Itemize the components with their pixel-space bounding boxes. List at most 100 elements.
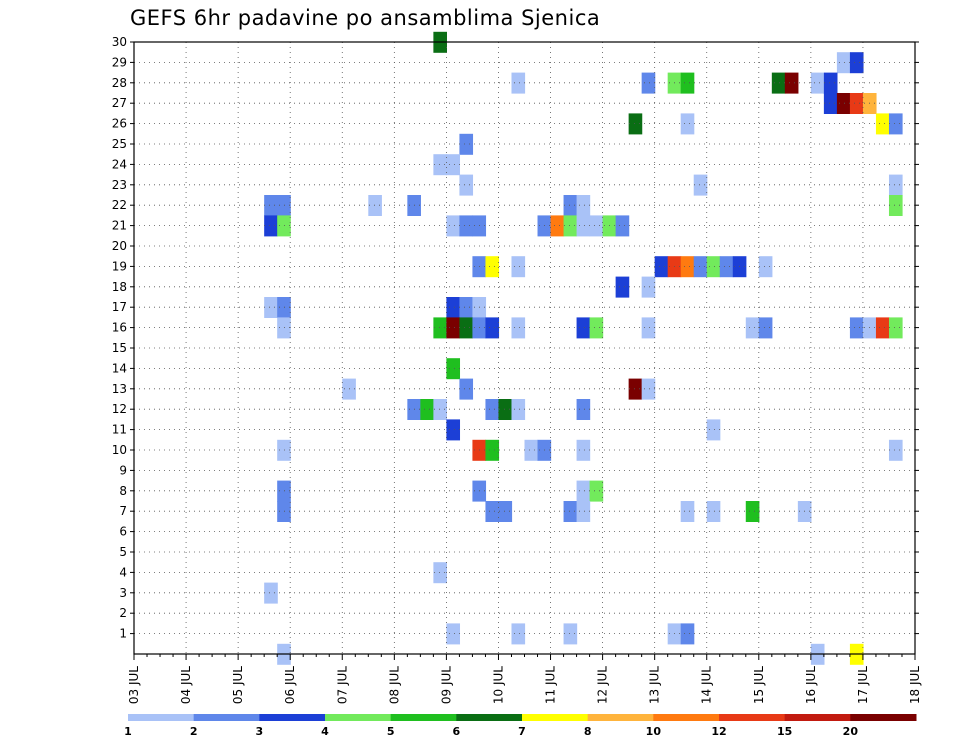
y-tick-label: 14 — [112, 361, 127, 375]
x-tick-label: 13 JUL — [648, 666, 662, 704]
x-tick-label: 04 JUL — [179, 666, 193, 704]
heatmap-cell — [693, 174, 708, 196]
heatmap-cell — [433, 317, 447, 339]
heatmap-cell — [680, 256, 695, 278]
legend-swatch — [719, 714, 786, 721]
x-tick-label: 06 JUL — [283, 666, 297, 704]
heatmap-cell — [277, 439, 291, 461]
heatmap-cell — [433, 154, 447, 176]
heatmap-cell — [563, 215, 578, 237]
legend-swatch — [193, 714, 260, 721]
heatmap-cell — [875, 113, 890, 135]
legend-label: 2 — [190, 725, 198, 738]
legend-swatch — [390, 714, 457, 721]
heatmap-cell — [706, 501, 721, 522]
y-tick-label: 21 — [112, 219, 127, 233]
heatmap-cell — [550, 215, 565, 237]
heatmap-cell — [576, 501, 591, 522]
heatmap-cell — [459, 378, 474, 400]
heatmap-cell — [706, 419, 721, 441]
legend-label: 4 — [321, 725, 329, 738]
heatmap-cell — [264, 582, 278, 604]
heatmap-cell — [836, 93, 851, 114]
heatmap-cell — [446, 623, 461, 645]
heatmap-cell — [498, 501, 513, 522]
legend-swatch — [325, 714, 392, 721]
heatmap-cell — [264, 215, 278, 237]
x-tick-label: 15 JUL — [752, 666, 766, 704]
heatmap-cell — [446, 297, 461, 318]
heatmap-cell — [459, 317, 474, 339]
heatmap-cell — [563, 501, 578, 522]
heatmap-cell — [589, 215, 604, 237]
heatmap-cell — [459, 133, 474, 155]
x-tick-label: 09 JUL — [439, 666, 453, 704]
x-tick-label: 18 JUL — [908, 666, 922, 704]
y-tick-label: 18 — [112, 280, 127, 294]
heatmap-cell — [277, 480, 291, 502]
heatmap-cell — [277, 317, 291, 339]
legend-label: 7 — [518, 725, 526, 738]
legend-swatch — [653, 714, 720, 721]
heatmap-cell — [433, 562, 447, 584]
y-tick-label: 20 — [112, 239, 127, 253]
y-tick-label: 11 — [112, 423, 127, 437]
heatmap-cell — [615, 215, 630, 237]
heatmap-cell — [680, 72, 695, 94]
heatmap-cell — [836, 52, 851, 74]
heatmap-cell — [446, 317, 461, 339]
x-tick-label: 17 JUL — [856, 666, 870, 704]
x-tick-label: 12 JUL — [596, 666, 610, 704]
legend-label: 1 — [124, 725, 132, 738]
legend-label: 10 — [646, 725, 662, 738]
heatmap-cell — [511, 256, 526, 278]
heatmap-cell — [745, 501, 760, 522]
legend-label: 15 — [777, 725, 792, 738]
heatmap-cell — [888, 174, 903, 196]
heatmap-cell — [849, 52, 864, 74]
heatmap-cell — [446, 215, 461, 237]
heatmap-cell — [459, 174, 474, 196]
y-tick-label: 22 — [112, 198, 127, 212]
heatmap-cell — [277, 195, 291, 216]
legend-label: 6 — [453, 725, 461, 738]
heatmap-cell — [277, 297, 291, 318]
x-tick-label: 05 JUL — [231, 666, 245, 704]
y-tick-label: 27 — [112, 96, 127, 110]
y-tick-label: 12 — [112, 402, 127, 416]
legend-swatch — [259, 714, 326, 721]
heatmap-cell — [511, 399, 526, 420]
heatmap-cell — [875, 317, 890, 339]
x-tick-label: 16 JUL — [804, 666, 818, 704]
legend-swatch — [128, 714, 195, 721]
y-tick-label: 26 — [112, 117, 127, 131]
legend-swatch — [522, 714, 589, 721]
y-tick-label: 1 — [119, 627, 127, 641]
heatmap-cell — [641, 317, 656, 339]
heatmap-cell — [485, 501, 500, 522]
heatmap-cell — [446, 154, 461, 176]
heatmap-cell — [459, 215, 474, 237]
heatmap-cell — [823, 93, 838, 114]
heatmap-cell — [823, 72, 838, 94]
legend-swatch — [587, 714, 654, 721]
x-tick-label: 07 JUL — [335, 666, 349, 704]
heatmap-cell — [745, 317, 760, 339]
legend-swatch — [850, 714, 917, 721]
heatmap-cell — [641, 72, 656, 94]
y-tick-label: 4 — [119, 565, 127, 579]
heatmap-cell — [641, 276, 656, 298]
y-tick-label: 10 — [112, 443, 127, 457]
heatmap-cell — [888, 317, 903, 339]
legend-swatch — [784, 714, 851, 721]
heatmap-cell — [511, 317, 526, 339]
y-tick-label: 6 — [119, 525, 127, 539]
heatmap-cell — [706, 256, 721, 278]
y-tick-label: 8 — [119, 484, 127, 498]
heatmap-cell — [446, 419, 461, 441]
heatmap-cell — [485, 399, 500, 420]
heatmap-cell — [654, 256, 669, 278]
heatmap-cell — [563, 195, 578, 216]
heatmap-cell — [628, 378, 643, 400]
